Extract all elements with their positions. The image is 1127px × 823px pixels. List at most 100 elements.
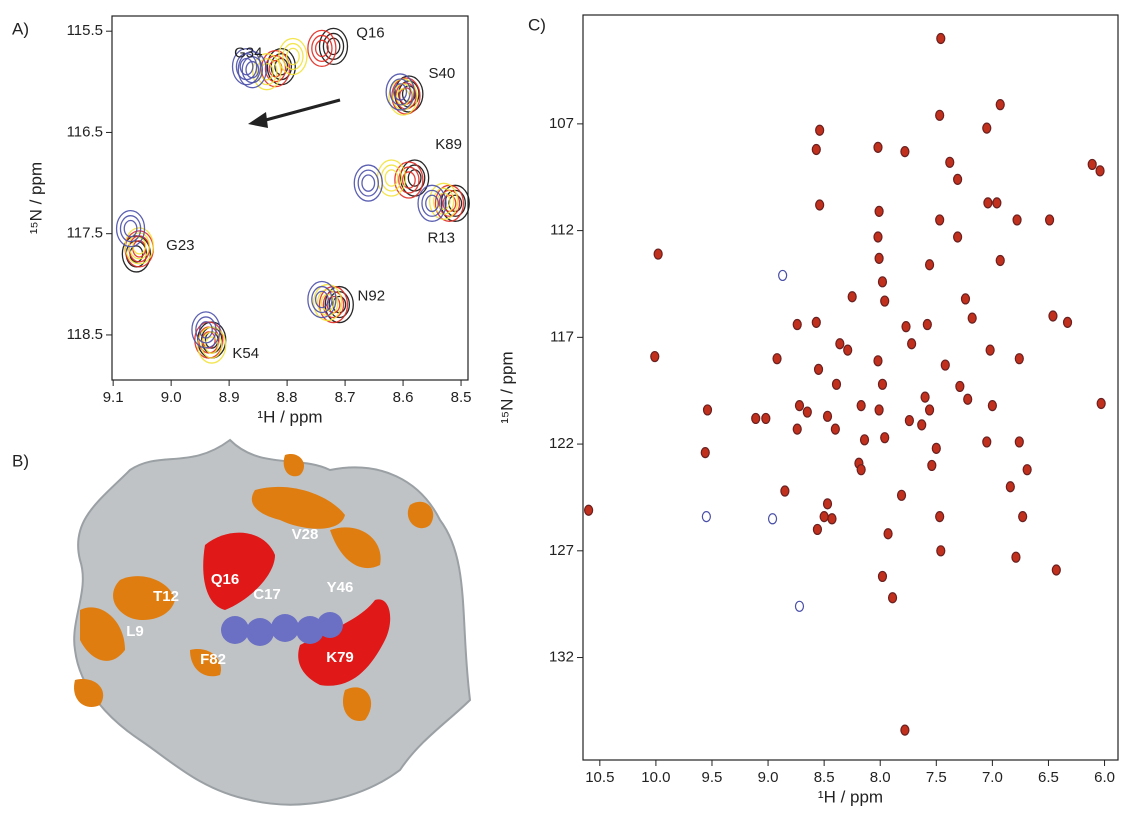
y-tick-label: 107 [549,115,574,132]
peak [827,513,837,525]
peak [920,391,930,403]
contour-peak [241,56,264,84]
contour-peak [278,37,308,76]
contour-peak [353,164,383,202]
residue-label: L9 [126,623,144,640]
peak [778,269,788,282]
peak [819,511,829,523]
peak [802,406,812,418]
peak [955,380,965,393]
peak [701,511,711,523]
peak [935,109,945,121]
peak [700,447,710,459]
contour-peak [394,75,424,113]
contour-peak [128,232,150,260]
panel-label: C) [528,15,546,34]
x-tick-label: 9.1 [103,389,124,406]
contour-peak [313,283,343,322]
peak [873,355,883,367]
peak [880,295,890,307]
peak [1018,511,1028,523]
peak [794,400,805,412]
peak [883,528,893,540]
peak [874,404,884,416]
peak [1014,353,1024,365]
peak [813,363,824,375]
x-tick-label: 9.5 [702,769,723,786]
peak-label: K54 [232,345,259,362]
y-tick-label: 132 [549,649,574,666]
y-tick-label: 117.5 [67,225,103,242]
shift-arrow [248,98,341,128]
contour-peak [204,336,219,354]
peak [901,321,911,333]
peak [815,124,825,136]
peak [761,412,771,425]
contour-peak [285,47,300,66]
contour-peak [428,182,459,220]
x-tick-label: 9.0 [161,389,182,406]
contour-peak [314,39,329,58]
contour-peak [119,215,142,243]
contour-peak [417,184,447,222]
x-axis-label: ¹H / ppm [818,787,883,806]
residue-label: Y46 [327,579,354,596]
peak [1087,158,1097,171]
contour-peak [401,171,416,189]
peak [653,248,663,260]
peak [847,291,857,303]
contour-peak [311,34,333,63]
peak [960,293,971,305]
contour-peak [385,73,415,111]
peak [1022,464,1032,476]
peak [831,378,842,390]
peak [1014,436,1024,448]
contour-peak [252,53,282,91]
contour-peak [393,83,408,101]
peak [1062,316,1073,328]
x-tick-label: 7.0 [982,769,1003,786]
peak [1051,564,1061,576]
contour-peak [357,169,380,197]
peak [877,570,888,583]
y-tick-label: 115.5 [67,22,103,39]
peak [792,318,802,331]
peak-label: S40 [429,65,456,82]
contour-peak [421,189,443,217]
peak [935,511,945,523]
peak [953,173,963,185]
peak [877,276,888,288]
x-tick-label: 8.6 [393,389,414,406]
peak [792,423,802,435]
peak [874,252,884,264]
contour-peak [256,58,278,86]
contour-peak [311,285,333,314]
x-axis-label: ¹H / ppm [257,407,322,426]
peak [702,404,713,416]
contour-peak [264,55,287,83]
peak [794,600,805,612]
peak [822,410,833,422]
y-tick-label: 117 [550,328,574,345]
peak [856,464,866,476]
peak [1012,214,1022,226]
peak [584,504,594,516]
contour-peak [326,37,341,56]
peak-label: R13 [427,229,455,246]
peak-label: G23 [166,237,194,254]
x-tick-label: 6.5 [1038,769,1059,786]
peak [995,254,1005,267]
x-tick-label: 8.9 [219,389,240,406]
peak [922,318,932,331]
peak [830,423,840,435]
y-tick-label: 116.5 [67,123,103,140]
x-tick-label: 8.5 [451,389,472,406]
peak [811,316,821,328]
contour-peak [389,78,411,106]
peak [780,485,790,497]
peak [772,353,782,365]
peak [924,404,935,416]
protein-surface [73,438,472,806]
peak [953,231,963,243]
